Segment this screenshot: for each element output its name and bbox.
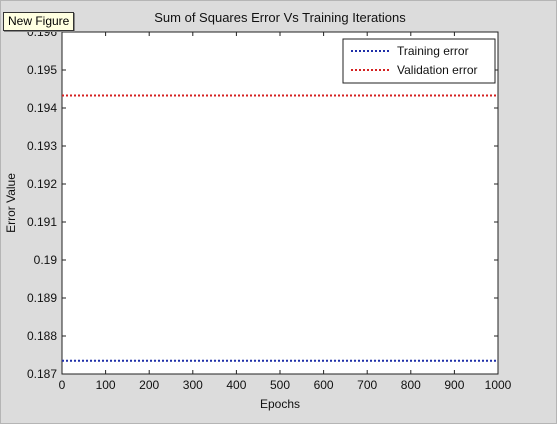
y-tick-label: 0.195 [27, 63, 57, 77]
y-tick-label: 0.189 [27, 291, 57, 305]
x-tick-label: 300 [183, 378, 203, 392]
y-tick-label: 0.192 [27, 177, 57, 191]
y-tick-label: 0.19 [34, 253, 58, 267]
x-tick-label: 700 [357, 378, 377, 392]
legend-label: Validation error [397, 63, 477, 77]
x-tick-label: 400 [226, 378, 246, 392]
x-tick-label: 600 [314, 378, 334, 392]
x-tick-label: 900 [444, 378, 464, 392]
x-tick-label: 200 [139, 378, 159, 392]
x-tick-label: 500 [270, 378, 290, 392]
y-tick-label: 0.187 [27, 367, 57, 381]
legend: Training error Validation error [342, 38, 496, 84]
y-tick-label: 0.194 [27, 101, 57, 115]
legend-label: Training error [397, 44, 469, 58]
x-tick-label: 1000 [485, 378, 512, 392]
x-tick-label: 100 [96, 378, 116, 392]
x-axis-label: Epochs [260, 397, 300, 411]
x-tick-label: 800 [401, 378, 421, 392]
y-tick-label: 0.188 [27, 329, 57, 343]
y-axis-label: Error Value [4, 173, 18, 233]
y-tick-label: 0.193 [27, 139, 57, 153]
legend-box [342, 38, 496, 84]
series-layer [62, 94, 498, 362]
plot-area [61, 31, 499, 375]
y-tick-label: 0.191 [27, 215, 57, 229]
x-tick-label: 0 [59, 378, 66, 392]
new-figure-tooltip: New Figure [3, 12, 75, 31]
chart-title: Sum of Squares Error Vs Training Iterati… [154, 10, 406, 25]
